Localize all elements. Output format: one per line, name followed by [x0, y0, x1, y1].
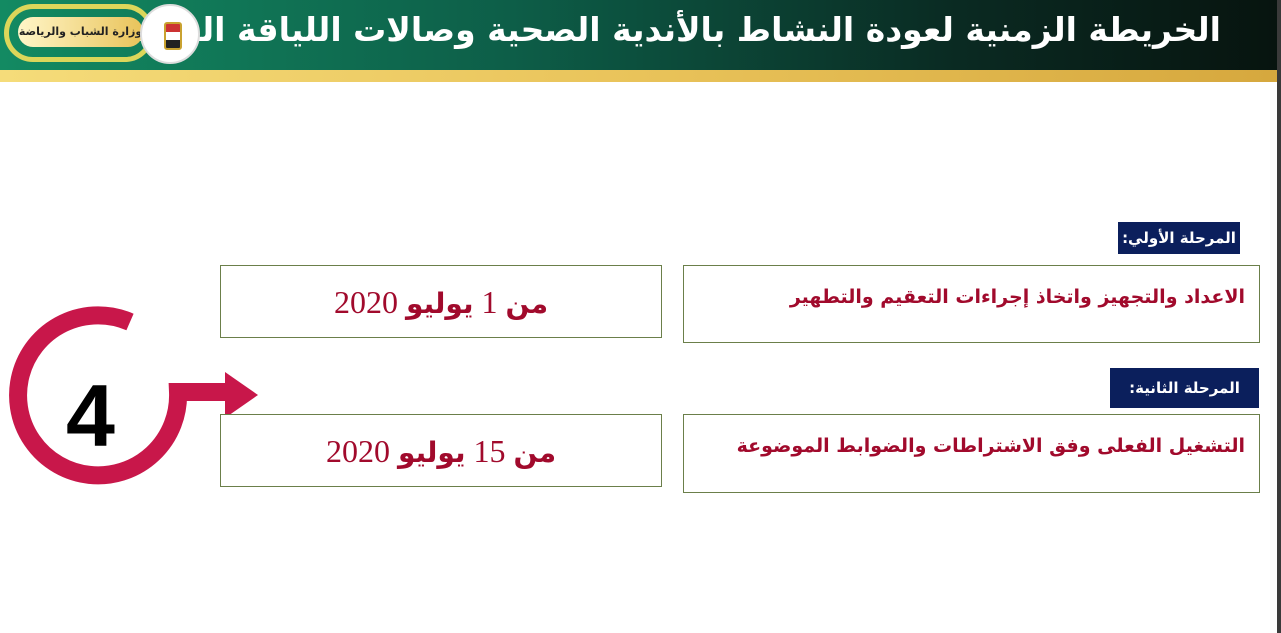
date-year: 2020	[333, 284, 398, 320]
date-year: 2020	[325, 433, 390, 469]
egypt-eagle-seal-icon	[140, 4, 200, 64]
phase-2-label: المرحلة الثانية:	[1110, 368, 1259, 408]
phase-2-description-text: التشغيل الفعلى وفق الاشتراطات والضوابط ا…	[736, 435, 1245, 457]
window-edge	[1277, 0, 1281, 633]
phase-1-description: الاعداد والتجهيز واتخاذ إجراءات التعقيم …	[683, 265, 1260, 343]
circular-arrow-icon	[9, 306, 258, 485]
page-title: الخريطة الزمنية لعودة النشاط بالأندية ال…	[123, 10, 1221, 49]
date-prefix: من	[505, 287, 549, 320]
date-day: 1	[481, 284, 498, 320]
phase-2-description: التشغيل الفعلى وفق الاشتراطات والضوابط ا…	[683, 414, 1260, 493]
gold-strip	[0, 70, 1277, 82]
step-number: 4	[66, 366, 115, 465]
phase-2-date: من 15 يوليو 2020	[220, 414, 662, 487]
date-month: يوليو	[397, 436, 466, 469]
phase-1-date: من 1 يوليو 2020	[220, 265, 662, 338]
date-month: يوليو	[405, 287, 474, 320]
date-prefix: من	[513, 436, 557, 469]
ministry-logo-text: وزارة الشباب والرياضة	[18, 17, 143, 47]
phase-1-label: المرحلة الأولي:	[1118, 222, 1240, 254]
header-banner	[0, 0, 1277, 70]
date-day: 15	[473, 433, 506, 469]
phase-1-description-text: الاعداد والتجهيز واتخاذ إجراءات التعقيم …	[789, 286, 1245, 308]
